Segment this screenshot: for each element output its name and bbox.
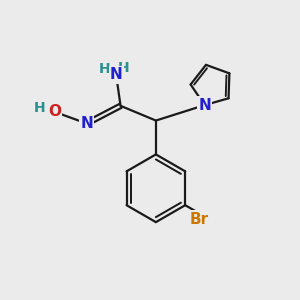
Text: N: N [110,68,122,82]
Text: H: H [99,62,111,76]
Text: N: N [80,116,93,131]
Text: H: H [118,61,129,75]
Text: N: N [198,98,211,112]
Text: Br: Br [190,212,209,227]
Text: H: H [34,101,45,115]
Text: O: O [48,104,61,119]
